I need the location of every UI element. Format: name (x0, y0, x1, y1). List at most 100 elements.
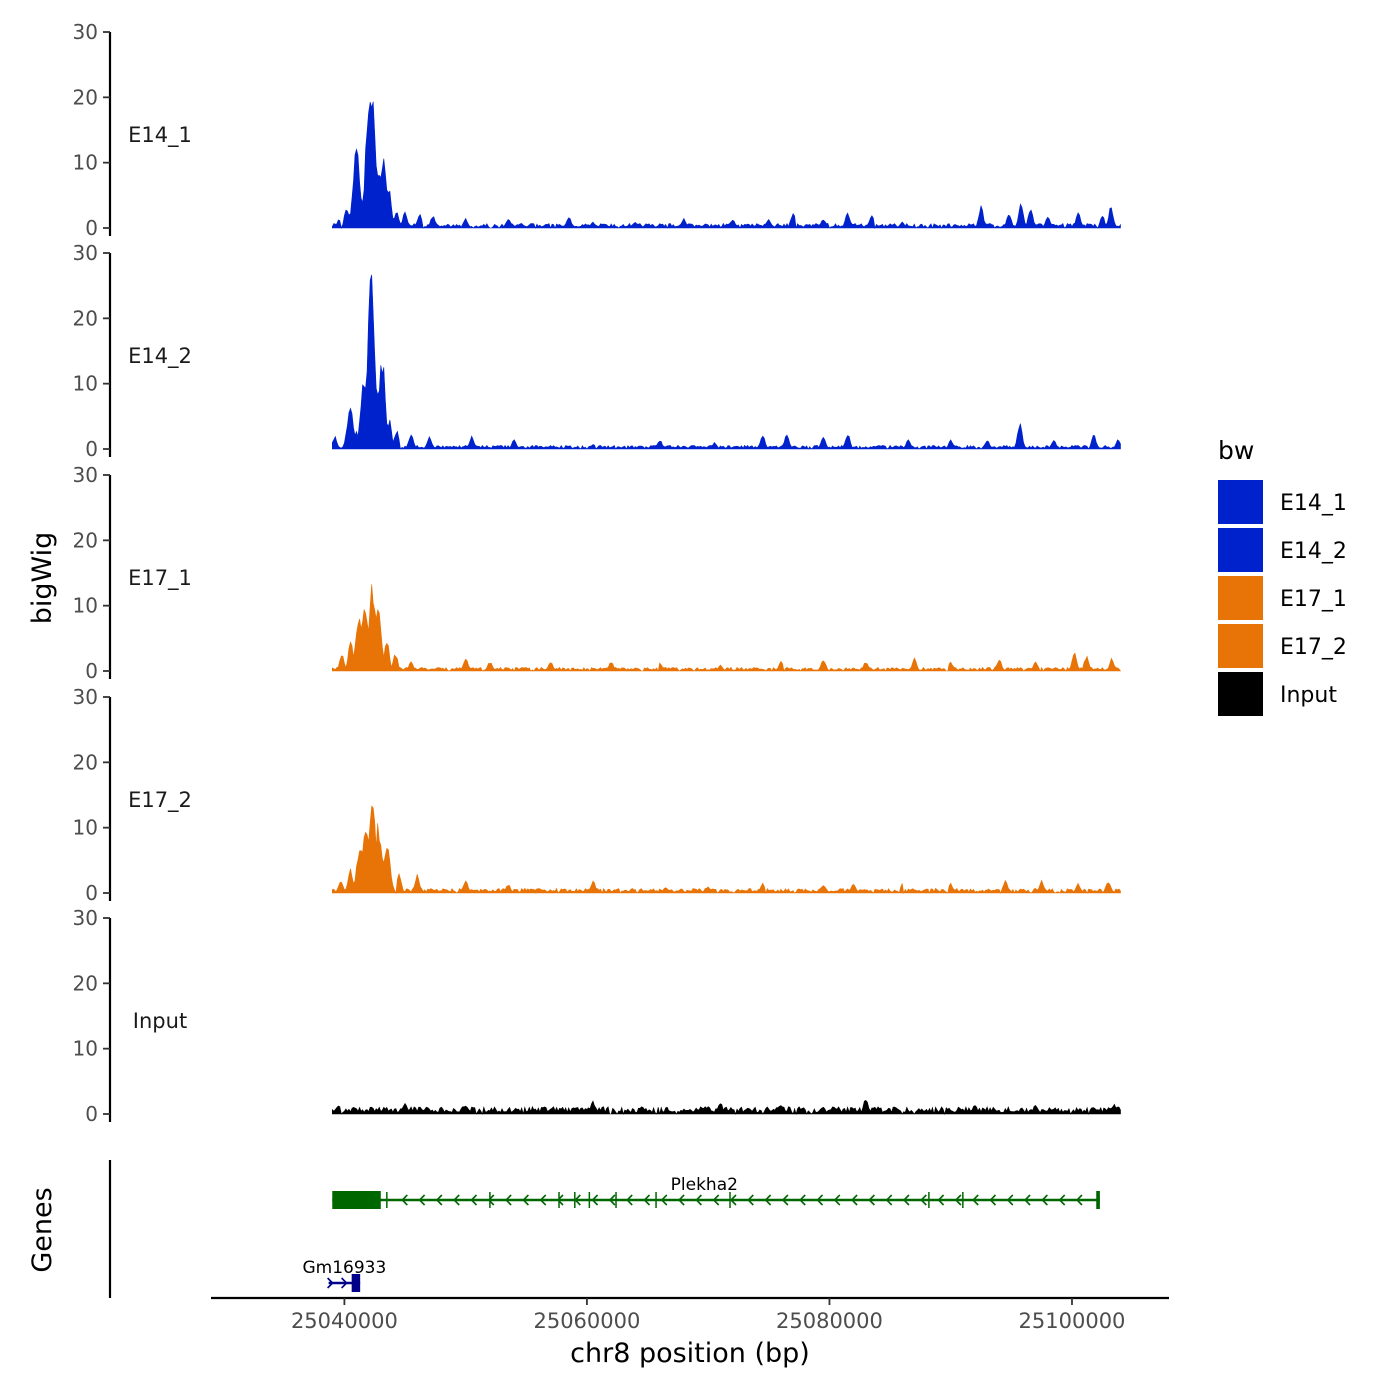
strand-arrow (868, 1194, 875, 1206)
panel-label: E17_1 (128, 566, 192, 591)
gene-track-title: Genes (27, 1187, 58, 1272)
gene-label: Gm16933 (302, 1258, 386, 1278)
x-tick-label: 25060000 (533, 1309, 640, 1333)
panel-E17_2: 0 10 20 30 E17_2 (73, 685, 1121, 905)
panel-Input: 0 10 20 30 Input (73, 906, 1121, 1126)
strand-arrow (1023, 1194, 1031, 1206)
legend-key-Input (1218, 672, 1263, 716)
strand-arrow (954, 1194, 962, 1206)
coverage-panels: 0 10 20 30 E14_1 0 10 20 30 E14_2 0 10 20 30 E17_1 0 10 2… (73, 20, 1122, 1126)
y-tick-label: 30 (73, 685, 98, 709)
legend: bw E14_1 E14_2 E17_1 E17_2 Input (1218, 436, 1347, 716)
strand-arrow (660, 1194, 668, 1206)
strand-arrow (643, 1194, 651, 1206)
strand-arrow (626, 1194, 633, 1206)
panel-label: E14_1 (128, 123, 192, 148)
y-tick-label: 30 (73, 241, 98, 265)
gene-track: Plekha2 Gm16933 (108, 1160, 1100, 1298)
strand-arrow (816, 1194, 824, 1206)
x-axis-title: chr8 position (bp) (570, 1338, 810, 1369)
strand-arrow (902, 1194, 910, 1206)
legend-key-E17_2 (1218, 624, 1263, 668)
strand-arrow (677, 1194, 685, 1206)
strand-arrow (487, 1194, 495, 1206)
strand-arrow (418, 1194, 426, 1206)
strand-arrow (504, 1194, 512, 1206)
legend-label-E17_2: E17_2 (1280, 635, 1347, 660)
strand-arrow (608, 1194, 616, 1206)
y-tick-label: 30 (73, 463, 98, 487)
legend-label-E14_1: E14_1 (1280, 491, 1347, 516)
legend-label-Input: Input (1280, 683, 1337, 708)
y-tick-label: 0 (85, 216, 98, 240)
legend-label-E14_2: E14_2 (1280, 539, 1347, 564)
strand-arrow (885, 1194, 893, 1206)
panel-E14_1: 0 10 20 30 E14_1 (73, 20, 1121, 240)
strand-arrow (341, 1277, 348, 1289)
panel-label: E17_2 (128, 788, 192, 813)
y-tick-label: 20 (73, 306, 98, 330)
x-tick-label: 25080000 (776, 1309, 883, 1333)
strand-arrow (972, 1194, 979, 1206)
coverage-area-E14_1 (332, 101, 1121, 230)
y-tick-label: 20 (73, 750, 98, 774)
y-tick-label: 10 (73, 372, 98, 396)
strand-arrow (695, 1194, 702, 1206)
y-tick-label: 20 (73, 971, 98, 995)
y-tick-label: 10 (73, 594, 98, 618)
strand-arrow (799, 1194, 806, 1206)
x-tick-label: 25040000 (291, 1309, 398, 1333)
gene-Plekha2: Plekha2 (332, 1175, 1100, 1209)
strand-arrow (591, 1194, 599, 1206)
strand-arrow (764, 1194, 772, 1206)
gene-label: Plekha2 (671, 1175, 738, 1195)
coverage-area-E14_2 (332, 274, 1121, 450)
strand-arrow (1041, 1194, 1048, 1206)
strand-arrow (1006, 1194, 1014, 1206)
y-tick-label: 10 (73, 816, 98, 840)
gene-Gm16933: Gm16933 (302, 1258, 386, 1292)
strand-arrow (327, 1277, 334, 1289)
coverage-area-Input (332, 1100, 1121, 1116)
strand-arrow (833, 1194, 841, 1206)
panel-label: Input (133, 1009, 187, 1033)
strand-arrow (453, 1194, 460, 1206)
panel-E14_2: 0 10 20 30 E14_2 (73, 241, 1121, 461)
strand-arrow (522, 1194, 529, 1206)
strand-arrow (539, 1194, 547, 1206)
strand-arrow (1075, 1194, 1083, 1206)
strand-arrow (435, 1194, 443, 1206)
legend-title: bw (1218, 436, 1254, 465)
strand-arrow (937, 1194, 945, 1206)
coverage-area-E17_2 (332, 805, 1121, 895)
y-tick-label: 0 (85, 659, 98, 683)
panel-label: E14_2 (128, 344, 192, 369)
strand-arrow (781, 1194, 789, 1206)
x-tick-label: 25100000 (1019, 1309, 1126, 1333)
y-tick-label: 30 (73, 906, 98, 930)
y-tick-label: 0 (85, 881, 98, 905)
strand-arrow (1058, 1194, 1066, 1206)
strand-arrow (989, 1194, 997, 1206)
strand-arrow (574, 1194, 581, 1206)
legend-key-E17_1 (1218, 576, 1263, 620)
y-tick-label: 0 (85, 437, 98, 461)
y-tick-label: 20 (73, 528, 98, 552)
legend-key-E14_2 (1218, 528, 1263, 572)
y-tick-label: 10 (73, 1037, 98, 1061)
strand-arrow (850, 1194, 858, 1206)
y-tick-label: 30 (73, 20, 98, 44)
strand-arrow (712, 1194, 720, 1206)
gene-exon-thick (332, 1191, 381, 1209)
strand-arrow (729, 1194, 737, 1206)
strand-arrow (401, 1194, 408, 1206)
x-axis: 25040000 25060000 25080000 25100000 (211, 1296, 1169, 1333)
strand-arrow (920, 1194, 927, 1206)
gene-exon-thick (351, 1274, 361, 1292)
y-tick-label: 0 (85, 1102, 98, 1126)
gene-exon-thick (1096, 1191, 1100, 1209)
y-axis-title: bigWig (27, 532, 58, 625)
legend-key-E14_1 (1218, 480, 1263, 524)
legend-label-E17_1: E17_1 (1280, 587, 1347, 612)
